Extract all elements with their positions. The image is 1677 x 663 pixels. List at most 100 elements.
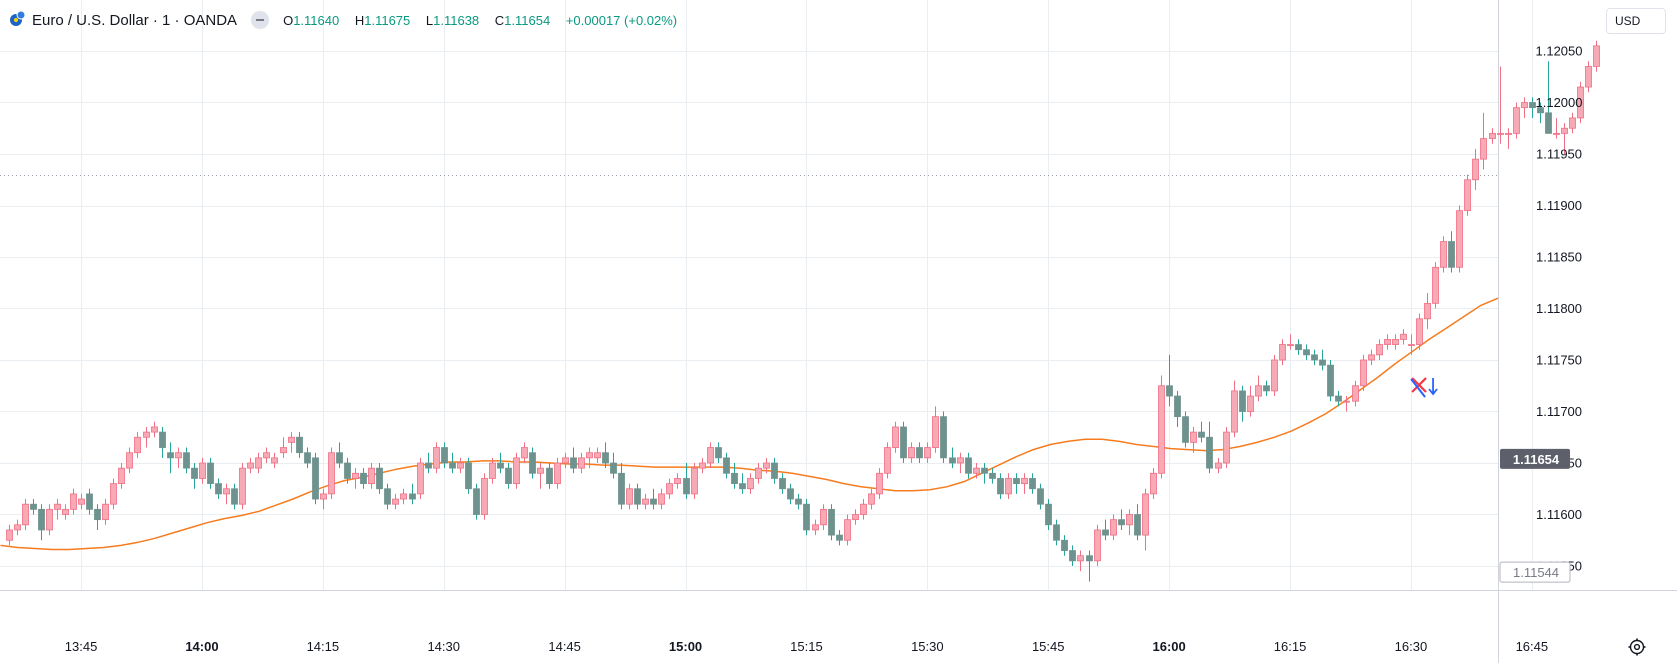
candle-body bbox=[707, 447, 714, 464]
candle-body bbox=[1174, 395, 1181, 418]
candle-body bbox=[288, 436, 295, 443]
candle bbox=[1045, 499, 1052, 530]
signal-marker bbox=[1410, 377, 1438, 398]
candle-body bbox=[304, 452, 311, 464]
candle-body bbox=[167, 452, 174, 459]
candle-body bbox=[1086, 555, 1093, 562]
candle bbox=[62, 504, 69, 520]
candle-body bbox=[1239, 390, 1246, 412]
candle bbox=[1069, 545, 1076, 566]
candle-body bbox=[1505, 132, 1512, 135]
candle bbox=[223, 483, 230, 505]
candle bbox=[1432, 262, 1439, 309]
candle-body bbox=[1432, 266, 1439, 304]
candle bbox=[191, 463, 198, 489]
candle-body bbox=[1206, 436, 1213, 469]
candle-body bbox=[1464, 179, 1471, 212]
candle-body bbox=[828, 508, 835, 536]
candle-body bbox=[449, 462, 456, 469]
candle-body bbox=[683, 478, 690, 495]
candle bbox=[207, 457, 214, 489]
candle-body bbox=[1368, 354, 1375, 361]
candle-body bbox=[376, 467, 383, 490]
candle-body bbox=[634, 488, 641, 505]
candle bbox=[1319, 349, 1326, 371]
candle bbox=[513, 452, 520, 489]
candle bbox=[328, 447, 335, 500]
candle-body bbox=[239, 467, 246, 505]
candle bbox=[610, 452, 617, 479]
candle-body bbox=[1134, 514, 1141, 536]
candle-body bbox=[110, 483, 117, 505]
candle bbox=[626, 483, 633, 510]
candle-body bbox=[723, 457, 730, 474]
collapse-legend-button[interactable] bbox=[251, 11, 270, 29]
candle-body bbox=[223, 488, 230, 495]
candle bbox=[183, 447, 190, 474]
candle-body bbox=[94, 508, 101, 521]
candle-body bbox=[255, 457, 262, 469]
candle bbox=[860, 499, 867, 520]
time-tick-label: 14:15 bbox=[307, 639, 340, 654]
candle-body bbox=[1319, 359, 1326, 366]
candle bbox=[771, 457, 778, 484]
symbol-title[interactable]: Euro / U.S. Dollar · 1 · OANDA bbox=[32, 11, 238, 29]
candle-body bbox=[86, 493, 93, 510]
candle bbox=[820, 504, 827, 530]
candle bbox=[1287, 334, 1294, 350]
candle bbox=[263, 447, 270, 463]
chart-settings-icon[interactable] bbox=[1626, 636, 1648, 658]
candle bbox=[288, 432, 295, 453]
candle bbox=[763, 457, 770, 474]
candle bbox=[739, 473, 746, 494]
candle bbox=[1142, 488, 1149, 551]
candle bbox=[973, 463, 980, 479]
candle-body bbox=[1343, 400, 1350, 403]
candle-body bbox=[1158, 385, 1165, 474]
candle bbox=[1424, 293, 1431, 330]
candle bbox=[1158, 375, 1165, 479]
candle-body bbox=[1472, 158, 1479, 181]
candle-body bbox=[1045, 503, 1052, 526]
candle bbox=[876, 468, 883, 500]
candle bbox=[1094, 524, 1101, 566]
candle bbox=[1198, 421, 1205, 443]
candle bbox=[384, 483, 391, 510]
candle bbox=[1037, 483, 1044, 510]
prev-price-tag bbox=[1499, 561, 1571, 583]
candle bbox=[368, 463, 375, 489]
candle bbox=[304, 447, 311, 469]
candle bbox=[1593, 40, 1600, 72]
candle-body bbox=[126, 452, 133, 469]
candle-body bbox=[1198, 431, 1205, 438]
candle-body bbox=[1585, 66, 1592, 88]
candle bbox=[812, 519, 819, 536]
candle bbox=[1303, 344, 1310, 360]
candle bbox=[247, 457, 254, 474]
currency-selector-button[interactable]: USD bbox=[1606, 8, 1666, 34]
candle-body bbox=[441, 447, 448, 464]
candle-body bbox=[803, 503, 810, 531]
candle-body bbox=[795, 498, 802, 505]
candle-body bbox=[1392, 338, 1399, 345]
time-tick-label: 14:45 bbox=[548, 639, 581, 654]
candle bbox=[312, 452, 319, 505]
candle-body bbox=[844, 519, 851, 541]
candle-body bbox=[14, 524, 21, 531]
candle-body bbox=[642, 498, 649, 505]
price-tick-label: 1.11700 bbox=[1536, 404, 1582, 419]
candle bbox=[981, 463, 988, 484]
candle-body bbox=[513, 457, 520, 485]
symbol-flag-icon[interactable] bbox=[8, 10, 26, 31]
candle-body bbox=[191, 467, 198, 479]
candle-body bbox=[900, 426, 907, 459]
high-value: 1.11675 bbox=[364, 12, 411, 28]
candle-body bbox=[1352, 385, 1359, 402]
candle bbox=[159, 426, 166, 458]
candle bbox=[529, 447, 536, 479]
candle bbox=[239, 463, 246, 510]
candle-body bbox=[247, 462, 254, 469]
candle-body bbox=[465, 462, 472, 490]
signal-slash bbox=[1410, 378, 1426, 398]
